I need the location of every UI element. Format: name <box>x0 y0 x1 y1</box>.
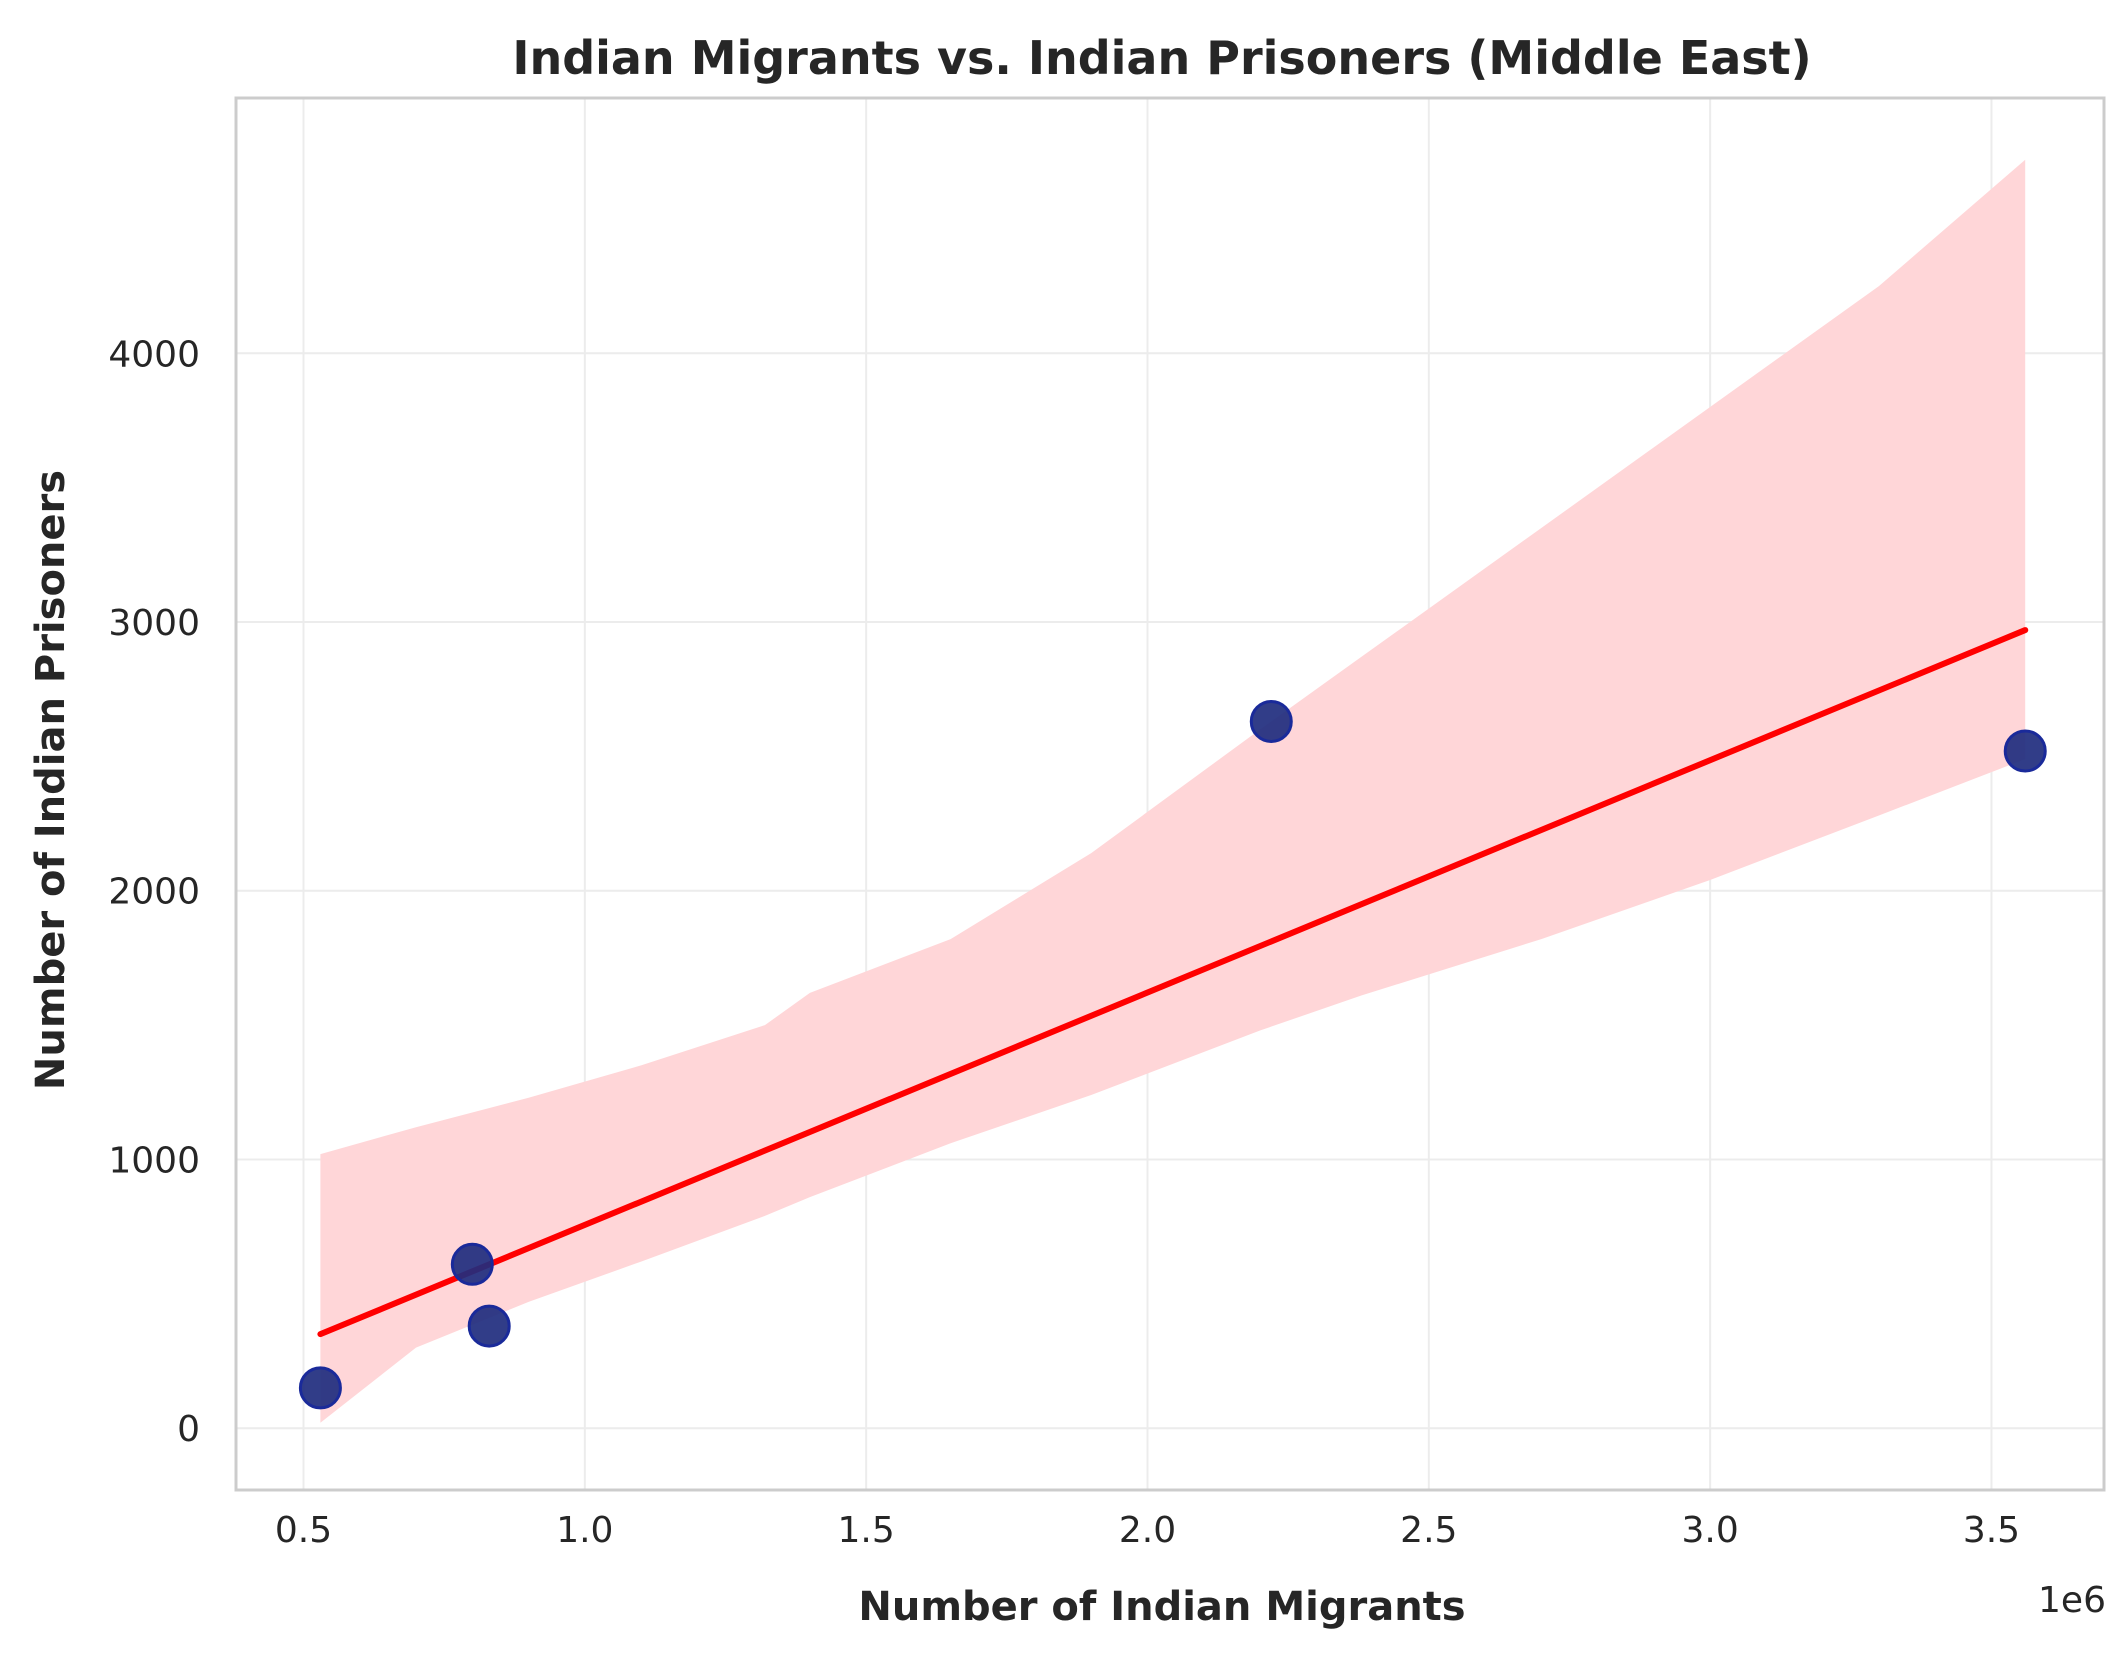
data-point <box>298 1366 342 1410</box>
x-tick-label: 1.5 <box>838 1510 895 1551</box>
data-point <box>450 1242 494 1286</box>
x-tick-label: 1.0 <box>556 1510 613 1551</box>
y-tick-label: 0 <box>177 1409 200 1450</box>
y-tick-label: 2000 <box>108 872 200 913</box>
x-axis-label: Number of Indian Migrants <box>858 1584 1465 1630</box>
y-tick-label: 4000 <box>108 334 200 375</box>
y-tick-label: 3000 <box>108 603 200 644</box>
x-tick-label: 3.0 <box>1682 1510 1739 1551</box>
y-axis-label: Number of Indian Prisoners <box>28 470 74 1090</box>
data-points-layer <box>298 699 2047 1410</box>
y-tick-label: 1000 <box>108 1140 200 1181</box>
x-tick-label: 2.5 <box>1400 1510 1457 1551</box>
plot-frame <box>234 96 2106 1492</box>
confidence-band <box>320 159 2026 1423</box>
regression-line <box>317 627 2029 1338</box>
x-tick-label: 3.5 <box>1963 1510 2020 1551</box>
data-point <box>1249 699 1293 743</box>
x-axis-offset-label: 1e6 <box>2038 1580 2106 1621</box>
confidence-band-layer <box>320 159 2026 1423</box>
x-tick-label: 2.0 <box>1119 1510 1176 1551</box>
x-tick-label: 0.5 <box>275 1510 332 1551</box>
regression-line-layer <box>317 627 2029 1338</box>
tick-labels-layer: 0.5 1.0 1.5 2.0 2.5 3.0 3.5 0 1000 2000 3000 4000 <box>108 334 2020 1551</box>
chart-title: Indian Migrants vs. Indian Prisoners (Mi… <box>512 31 1811 85</box>
data-point <box>2003 729 2047 773</box>
data-point <box>467 1304 511 1348</box>
